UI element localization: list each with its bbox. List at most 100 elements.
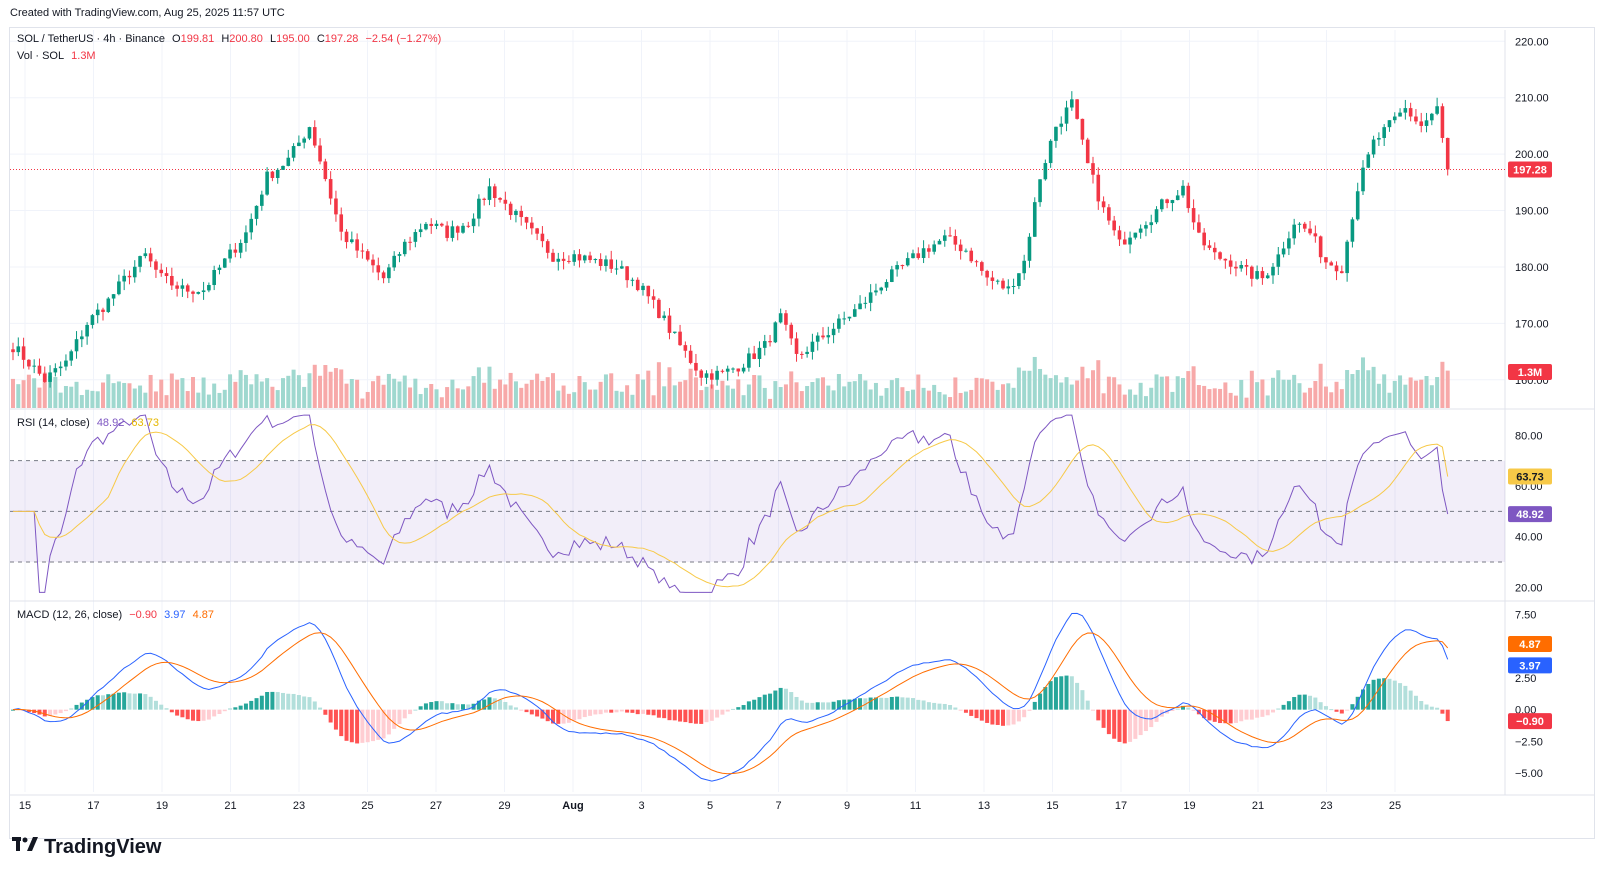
- volume-bar: [492, 388, 497, 408]
- candle-body: [1022, 260, 1026, 274]
- high-label: H: [221, 33, 230, 45]
- macd-histogram-bar: [302, 696, 307, 710]
- volume-bar: [16, 384, 21, 408]
- time-tick-label: 13: [978, 800, 990, 812]
- volume-bar: [1175, 376, 1180, 408]
- volume-bar: [937, 392, 942, 408]
- macd-histogram-bar: [667, 709, 672, 721]
- volume-bar: [159, 379, 164, 408]
- macd-histogram-bar: [1281, 704, 1286, 710]
- macd-histogram-bar: [222, 709, 227, 712]
- macd-histogram-bar: [365, 709, 370, 743]
- volume-bar: [63, 385, 68, 408]
- macd-histogram-bar: [466, 704, 471, 710]
- macd-histogram-bar: [1106, 709, 1111, 735]
- candle-body: [974, 261, 979, 263]
- macd-histogram-bar: [614, 709, 619, 713]
- volume-bar: [609, 373, 614, 408]
- time-tick-label: 19: [1183, 800, 1195, 812]
- candle-body: [784, 313, 788, 325]
- symbol-legend[interactable]: SOL / TetherUS · 4h · Binance O199.81 H2…: [17, 33, 445, 45]
- volume-bar: [683, 380, 688, 408]
- volume-bar: [1096, 360, 1101, 408]
- tradingview-brand[interactable]: TradingView: [12, 836, 161, 859]
- volume-bar: [32, 378, 37, 408]
- volume-bar: [693, 377, 698, 408]
- volume-bar: [529, 379, 534, 408]
- tradingview-logo-icon: [12, 837, 38, 858]
- candle-body: [80, 336, 84, 340]
- candle-body: [323, 161, 328, 180]
- candle-body: [418, 229, 423, 233]
- candle-body: [1085, 139, 1090, 164]
- volume-bar: [868, 389, 873, 408]
- volume-bar: [259, 381, 264, 408]
- volume-bar: [879, 395, 884, 408]
- candle-body: [1091, 163, 1095, 175]
- volume-bar: [895, 378, 900, 408]
- rsi-legend[interactable]: RSI (14, close) 48.92 63.73: [17, 417, 163, 429]
- candle-body: [53, 368, 58, 373]
- candle-body: [286, 157, 291, 166]
- macd-histogram-bar: [752, 699, 757, 710]
- candle-body: [1080, 118, 1085, 140]
- macd-histogram-bar: [1387, 678, 1392, 710]
- candle-body: [911, 253, 915, 259]
- macd-histogram-bar: [572, 709, 577, 721]
- macd-histogram-bar: [1011, 709, 1016, 725]
- volume-value: 1.3M: [71, 50, 96, 62]
- rsi-tick-label: 80.00: [1515, 430, 1543, 442]
- macd-histogram-bar: [1101, 709, 1106, 728]
- macd-histogram-bar: [1308, 695, 1313, 710]
- rsi-value: 48.92: [96, 417, 125, 429]
- volume-bar: [884, 388, 889, 408]
- volume-bar: [847, 381, 852, 408]
- volume-bar: [1318, 363, 1323, 408]
- volume-bar: [153, 391, 158, 408]
- candle-body: [27, 359, 31, 367]
- macd-signal-line: [12, 632, 1449, 775]
- candle-body: [212, 269, 216, 286]
- candle-body: [1435, 106, 1439, 114]
- volume-bar: [979, 378, 984, 408]
- macd-histogram-bar: [1318, 702, 1323, 710]
- candle-body: [1107, 207, 1111, 221]
- macd-histogram-bar: [566, 709, 571, 723]
- candle-body: [201, 290, 206, 293]
- macd-histogram-bar: [1016, 709, 1021, 722]
- macd-histogram-bar: [148, 696, 153, 710]
- volume-bar: [48, 375, 53, 408]
- candle-body: [837, 318, 841, 329]
- candle-body: [111, 294, 116, 299]
- volume-bar: [1011, 387, 1016, 408]
- candle-body: [667, 315, 672, 333]
- candle-body: [1006, 286, 1011, 289]
- macd-histogram-bar: [116, 692, 121, 710]
- macd-histogram-bar: [704, 709, 709, 723]
- volume-bar: [90, 390, 95, 408]
- macd-histogram-bar: [408, 709, 413, 715]
- macd-histogram-bar: [201, 709, 206, 721]
- low-label: L: [269, 33, 277, 45]
- volume-legend[interactable]: Vol · SOL 1.3M: [17, 50, 100, 62]
- volume-bar: [286, 375, 291, 408]
- candle-body: [577, 254, 582, 261]
- macd-histogram-bar: [79, 702, 84, 710]
- candle-body: [1186, 185, 1191, 209]
- rsi-badge-bg: [1508, 506, 1552, 523]
- volume-bar: [831, 390, 836, 408]
- macd-histogram-bar: [1292, 697, 1297, 710]
- volume-bar: [434, 389, 439, 408]
- volume-bar: [1249, 370, 1254, 408]
- candle-body: [1366, 154, 1371, 168]
- macd-histogram-bar: [778, 687, 783, 710]
- macd-histogram-bar: [990, 709, 995, 725]
- macd-legend[interactable]: MACD (12, 26, close) −0.90 3.97 4.87: [17, 609, 218, 621]
- macd-histogram-bar: [270, 691, 275, 710]
- volume-bar: [900, 387, 905, 408]
- macd-histogram-bar: [1085, 700, 1090, 710]
- candle-body: [1382, 127, 1386, 138]
- macd-histogram-bar: [942, 703, 947, 710]
- volume-bar: [1143, 396, 1148, 408]
